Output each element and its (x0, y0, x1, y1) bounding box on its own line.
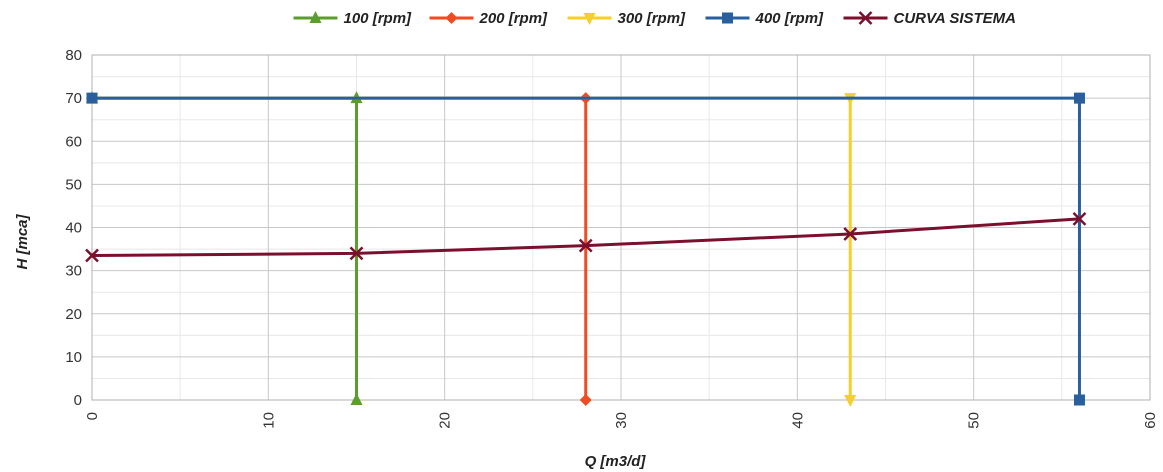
series-4-point-stroke (85, 248, 99, 263)
legend-marker (583, 13, 596, 25)
series-4-point-stroke (349, 246, 364, 261)
series-4-point (843, 227, 858, 241)
legend-marker (858, 11, 873, 25)
legend: 100 [rpm] 200 [rpm] 300 [rpm] 400 [rpm] CURV… (293, 10, 1017, 27)
y-tick-label: 20 (65, 306, 82, 323)
y-tick-label: 60 (65, 133, 82, 150)
series-0-point (350, 393, 363, 405)
legend-label: 300 [rpm] (618, 10, 687, 27)
series-4-point-stroke (578, 238, 593, 253)
x-tick-label: 40 (789, 412, 806, 429)
legend-item-4: CURVA SISTEMA (843, 10, 1017, 27)
series-4-point-stroke (1072, 211, 1087, 226)
series-3-point (1073, 394, 1085, 406)
x-tick-label: 50 (966, 412, 983, 429)
series-4-point-stroke (843, 227, 858, 241)
x-axis-title: Q [m3/d] (585, 453, 647, 470)
y-tick-label: 80 (65, 47, 82, 64)
y-tick-label: 40 (65, 220, 82, 237)
legend-item-1: 200 [rpm] (429, 10, 549, 27)
x-tick-label: 60 (1142, 412, 1159, 429)
y-tick-label: 70 (65, 90, 82, 107)
series-4-point (578, 238, 593, 253)
legend-label: CURVA SISTEMA (894, 10, 1017, 27)
legend-marker (309, 11, 322, 23)
legend-label: 200 [rpm] (479, 10, 549, 27)
y-axis-title: H [mca] (14, 213, 31, 269)
series-4-point (1072, 211, 1087, 226)
legend-item-0: 100 [rpm] (293, 10, 413, 27)
ticks: 0 10 20 30 40 50 60 70 80 0 10 20 30 40 50 60 (65, 47, 1159, 429)
grid (91, 54, 1151, 401)
x-tick-label: 10 (260, 412, 277, 429)
legend-label: 100 [rpm] (344, 10, 413, 27)
series-4-point (85, 248, 99, 263)
legend-item-2: 300 [rpm] (567, 10, 687, 27)
legend-marker-stroke (858, 11, 873, 25)
x-tick-label: 20 (437, 412, 454, 429)
series-2-point (844, 395, 857, 407)
legend-item-3: 400 [rpm] (705, 10, 825, 27)
y-tick-label: 30 (65, 263, 82, 280)
plot-border (91, 54, 1151, 401)
legend-marker (445, 12, 458, 24)
series-1-point (579, 394, 592, 406)
legend-marker (722, 12, 733, 24)
x-tick-label: 30 (613, 412, 630, 429)
series-3-point (86, 92, 98, 104)
y-tick-label: 50 (65, 176, 82, 193)
legend-label: 400 [rpm] (755, 10, 825, 27)
series-layer (85, 91, 1087, 407)
x-tick-label: 0 (84, 412, 101, 420)
series-4-point (349, 246, 364, 261)
series-3-point (1073, 92, 1085, 104)
y-tick-label: 0 (74, 392, 82, 409)
y-tick-label: 10 (65, 349, 82, 366)
